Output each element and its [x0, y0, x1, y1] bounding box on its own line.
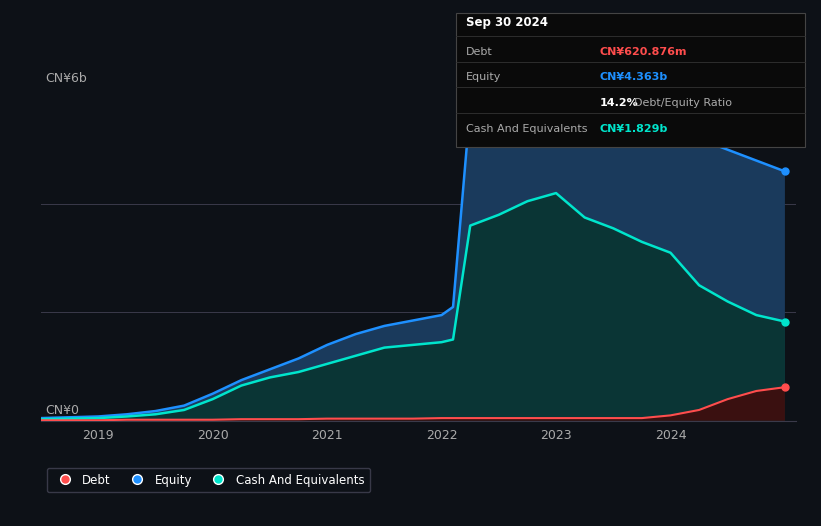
Text: CN¥1.829b: CN¥1.829b [599, 124, 667, 134]
Text: CN¥0: CN¥0 [45, 404, 79, 417]
Text: Debt/Equity Ratio: Debt/Equity Ratio [634, 98, 732, 108]
Legend: Debt, Equity, Cash And Equivalents: Debt, Equity, Cash And Equivalents [47, 468, 370, 492]
Text: Equity: Equity [466, 73, 501, 83]
Text: CN¥6b: CN¥6b [45, 72, 86, 85]
Text: CN¥4.363b: CN¥4.363b [599, 73, 667, 83]
Text: CN¥620.876m: CN¥620.876m [599, 47, 687, 57]
Text: Sep 30 2024: Sep 30 2024 [466, 16, 548, 29]
Text: 14.2%: 14.2% [599, 98, 638, 108]
Text: Debt: Debt [466, 47, 493, 57]
Text: Cash And Equivalents: Cash And Equivalents [466, 124, 587, 134]
